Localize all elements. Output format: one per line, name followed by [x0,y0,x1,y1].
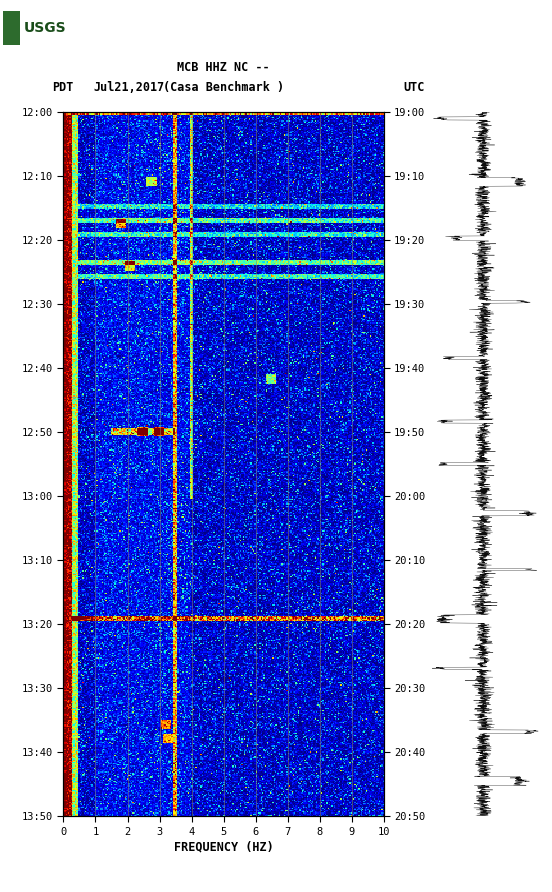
Text: MCB HHZ NC --: MCB HHZ NC -- [177,62,270,74]
Text: Jul21,2017: Jul21,2017 [94,81,165,94]
Text: PDT: PDT [52,81,74,94]
Text: UTC: UTC [404,81,424,94]
Text: (Casa Benchmark ): (Casa Benchmark ) [163,81,284,94]
FancyBboxPatch shape [3,11,20,45]
Text: USGS: USGS [24,21,67,35]
X-axis label: FREQUENCY (HZ): FREQUENCY (HZ) [174,841,273,854]
